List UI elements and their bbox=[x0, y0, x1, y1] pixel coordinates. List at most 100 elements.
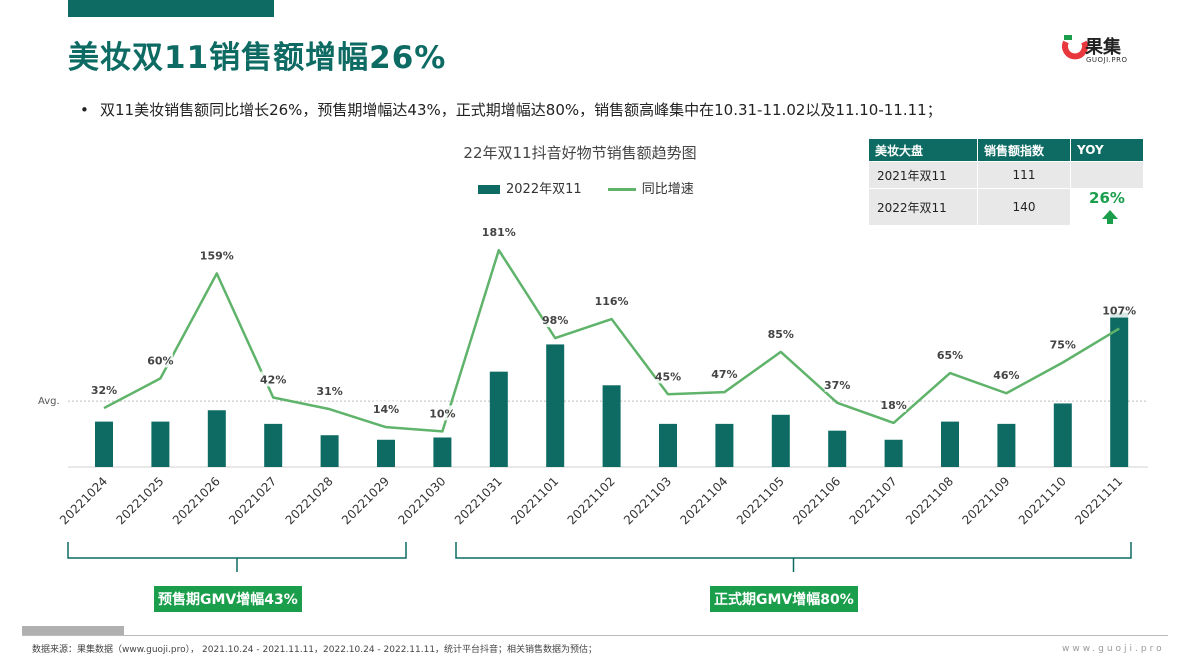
x-tick-label: 20221107 bbox=[847, 474, 900, 527]
x-tick-label: 20221109 bbox=[959, 474, 1012, 527]
growth-label: 18% bbox=[880, 399, 906, 412]
growth-label: 181% bbox=[482, 226, 516, 239]
summary-text: 双11美妆销售额同比增长26%，预售期增幅达43%，正式期增幅达80%，销售额高… bbox=[100, 101, 942, 119]
kpi-row-2021: 2021年双11 111 bbox=[868, 161, 1144, 189]
growth-label: 85% bbox=[768, 328, 794, 341]
growth-rate-line bbox=[103, 248, 1120, 433]
growth-label-bg bbox=[1103, 302, 1136, 318]
chart-title: 22年双11抖音好物节销售额趋势图 bbox=[463, 144, 697, 162]
x-tick-label: 20221029 bbox=[339, 474, 392, 527]
footer-site-link[interactable]: www.guoji.pro bbox=[1062, 644, 1165, 654]
summary-bullet: • 双11美妆销售额同比增长26%，预售期增幅达43%，正式期增幅达80%，销售额… bbox=[80, 99, 942, 120]
growth-label: 10% bbox=[429, 407, 455, 420]
presale-bracket bbox=[67, 542, 407, 559]
growth-label-bg bbox=[881, 396, 907, 412]
growth-label-bg bbox=[655, 368, 681, 384]
bar-20221111 bbox=[1110, 312, 1129, 467]
x-tick-label: 20221102 bbox=[565, 474, 618, 527]
growth-label-bg bbox=[1050, 336, 1076, 352]
growth-label: 32% bbox=[91, 384, 117, 397]
legend-line-label: 同比增速 bbox=[641, 182, 694, 197]
bar-20221110 bbox=[1053, 403, 1072, 467]
footer-accent-bar bbox=[22, 626, 124, 636]
kpi-row-2022: 2022年双11 140 26% bbox=[868, 188, 1144, 226]
growth-label: 75% bbox=[1050, 339, 1076, 352]
growth-label-bg bbox=[993, 367, 1019, 383]
x-tick-label: 20221110 bbox=[1016, 474, 1069, 527]
bar-20221104 bbox=[715, 423, 734, 467]
legend-line-swatch bbox=[607, 188, 636, 191]
growth-label: 159% bbox=[200, 249, 234, 262]
bar-20221101 bbox=[546, 344, 565, 467]
growth-label: 107% bbox=[1102, 305, 1136, 318]
kpi-row-label: 2022年双11 bbox=[868, 188, 978, 226]
bar-20221028 bbox=[320, 435, 339, 467]
x-tick-label: 20221105 bbox=[734, 474, 787, 527]
x-tick-label: 20221106 bbox=[790, 474, 843, 527]
growth-label-bg bbox=[91, 382, 117, 398]
footer-divider bbox=[22, 635, 1168, 636]
growth-label-bg bbox=[260, 371, 286, 387]
growth-label: 98% bbox=[542, 314, 568, 327]
logo-text: 果集 bbox=[1085, 37, 1121, 58]
x-tick-label: 20221101 bbox=[508, 474, 561, 527]
kpi-row-index: 111 bbox=[977, 161, 1071, 189]
arrow-up-icon bbox=[1102, 210, 1118, 224]
kpi-row-yoy: 26% bbox=[1070, 188, 1144, 226]
kpi-row-index: 140 bbox=[977, 188, 1071, 226]
kpi-header-row: 美妆大盘 销售额指数 YOY bbox=[868, 138, 1144, 162]
x-tick-label: 20221030 bbox=[395, 474, 448, 527]
bar-20221025 bbox=[151, 421, 170, 467]
growth-label-bg bbox=[373, 401, 399, 417]
bar-20221109 bbox=[997, 423, 1016, 467]
formal-phase-label: 正式期GMV增幅80% bbox=[710, 586, 858, 612]
bar-20221027 bbox=[264, 423, 283, 467]
growth-label-bg bbox=[711, 366, 737, 382]
x-tick-label: 20221025 bbox=[113, 474, 166, 527]
bar-20221106 bbox=[828, 430, 847, 467]
kpi-row-label: 2021年双11 bbox=[868, 161, 978, 189]
bar-20221024 bbox=[95, 421, 113, 467]
avg-label: Avg. bbox=[38, 396, 60, 407]
kpi-row-yoy bbox=[1070, 161, 1144, 189]
bar-20221105 bbox=[771, 414, 790, 467]
x-tick-label: 20221026 bbox=[170, 474, 223, 527]
formal-bracket bbox=[455, 542, 1132, 559]
logo-subtext: GUOJI.PRO bbox=[1086, 56, 1128, 64]
growth-label: 116% bbox=[595, 295, 629, 308]
presale-phase-label: 预售期GMV增幅43% bbox=[154, 586, 302, 612]
bar-20221107 bbox=[884, 439, 903, 467]
chart-legend: 2022年双11 同比增速 bbox=[478, 178, 694, 197]
growth-label-bg bbox=[482, 224, 515, 240]
growth-label-bg bbox=[147, 352, 173, 368]
x-tick-label: 20221104 bbox=[677, 474, 730, 527]
growth-label-bg bbox=[937, 347, 963, 363]
growth-label: 47% bbox=[711, 368, 737, 381]
bar-20221102 bbox=[602, 385, 621, 467]
x-tick-label: 20221024 bbox=[57, 474, 110, 527]
bar-20221031 bbox=[489, 371, 508, 467]
growth-label: 14% bbox=[373, 403, 399, 416]
footer-source: 数据来源：果集数据（www.guoji.pro）， 2021.10.24 - 2… bbox=[32, 645, 598, 655]
guoji-logo-icon bbox=[1062, 35, 1088, 60]
growth-label-bg bbox=[595, 293, 628, 309]
growth-label: 45% bbox=[655, 370, 681, 383]
growth-label: 65% bbox=[937, 349, 963, 362]
growth-label-bg bbox=[542, 312, 568, 328]
x-tick-label: 20221028 bbox=[283, 474, 336, 527]
x-tick-label: 20221031 bbox=[452, 474, 505, 527]
x-tick-label: 20221111 bbox=[1072, 474, 1125, 527]
growth-label-bg bbox=[200, 247, 233, 263]
legend-bar-swatch bbox=[478, 185, 500, 194]
x-tick-label: 20221103 bbox=[621, 474, 674, 527]
growth-label: 31% bbox=[316, 385, 342, 398]
growth-label-bg bbox=[429, 405, 455, 421]
top-accent-bar bbox=[68, 0, 274, 17]
kpi-table: 美妆大盘 销售额指数 YOY 2021年双11 111 2022年双11 140… bbox=[868, 138, 1144, 226]
growth-label-bg bbox=[317, 383, 343, 399]
bar-20221108 bbox=[941, 421, 959, 467]
growth-label: 60% bbox=[147, 354, 173, 367]
growth-label: 37% bbox=[824, 379, 850, 392]
bar-20221103 bbox=[659, 423, 677, 467]
